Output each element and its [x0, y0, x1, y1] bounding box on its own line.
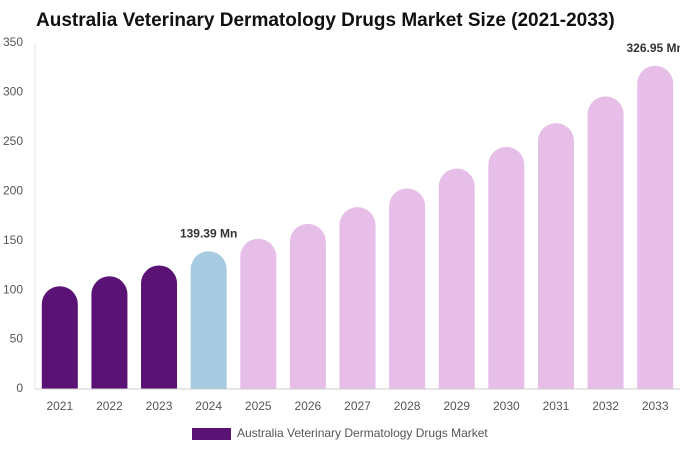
x-tick-label: 2031	[543, 399, 570, 413]
x-tick-label: 2028	[394, 399, 421, 413]
y-tick-label: 0	[16, 381, 23, 395]
bar	[537, 123, 574, 389]
bar	[637, 65, 674, 390]
y-tick-label: 250	[3, 134, 23, 148]
bar	[141, 265, 178, 389]
bar	[488, 146, 525, 389]
x-tick-label: 2032	[592, 399, 619, 413]
bar	[41, 286, 78, 389]
y-tick-label: 150	[3, 233, 23, 247]
x-tick-label: 2027	[344, 399, 371, 413]
y-tick-label: 350	[3, 35, 23, 49]
y-tick-label: 50	[10, 332, 24, 346]
bar	[190, 251, 227, 389]
value-label: 139.39 Mn	[180, 226, 237, 240]
bar	[438, 168, 475, 389]
x-tick-label: 2033	[642, 399, 669, 413]
y-tick-label: 200	[3, 183, 23, 197]
x-tick-label: 2022	[96, 399, 123, 413]
bar	[587, 96, 624, 389]
x-tick-label: 2029	[443, 399, 470, 413]
legend-label: Australia Veterinary Dermatology Drugs M…	[237, 426, 488, 440]
x-tick-label: 2026	[295, 399, 322, 413]
y-tick-label: 300	[3, 85, 23, 99]
y-tick-label: 100	[3, 282, 23, 296]
x-tick-label: 2030	[493, 399, 520, 413]
legend-swatch	[192, 428, 231, 440]
bar	[289, 223, 326, 389]
bar	[389, 188, 426, 389]
bar	[240, 238, 277, 389]
bar	[339, 207, 376, 389]
chart-title: Australia Veterinary Dermatology Drugs M…	[36, 10, 615, 31]
x-tick-label: 2024	[195, 399, 222, 413]
x-tick-label: 2025	[245, 399, 272, 413]
bar	[91, 276, 128, 389]
x-tick-label: 2021	[46, 399, 73, 413]
value-label: 326.95 Mn	[627, 41, 680, 55]
x-tick-label: 2023	[146, 399, 173, 413]
